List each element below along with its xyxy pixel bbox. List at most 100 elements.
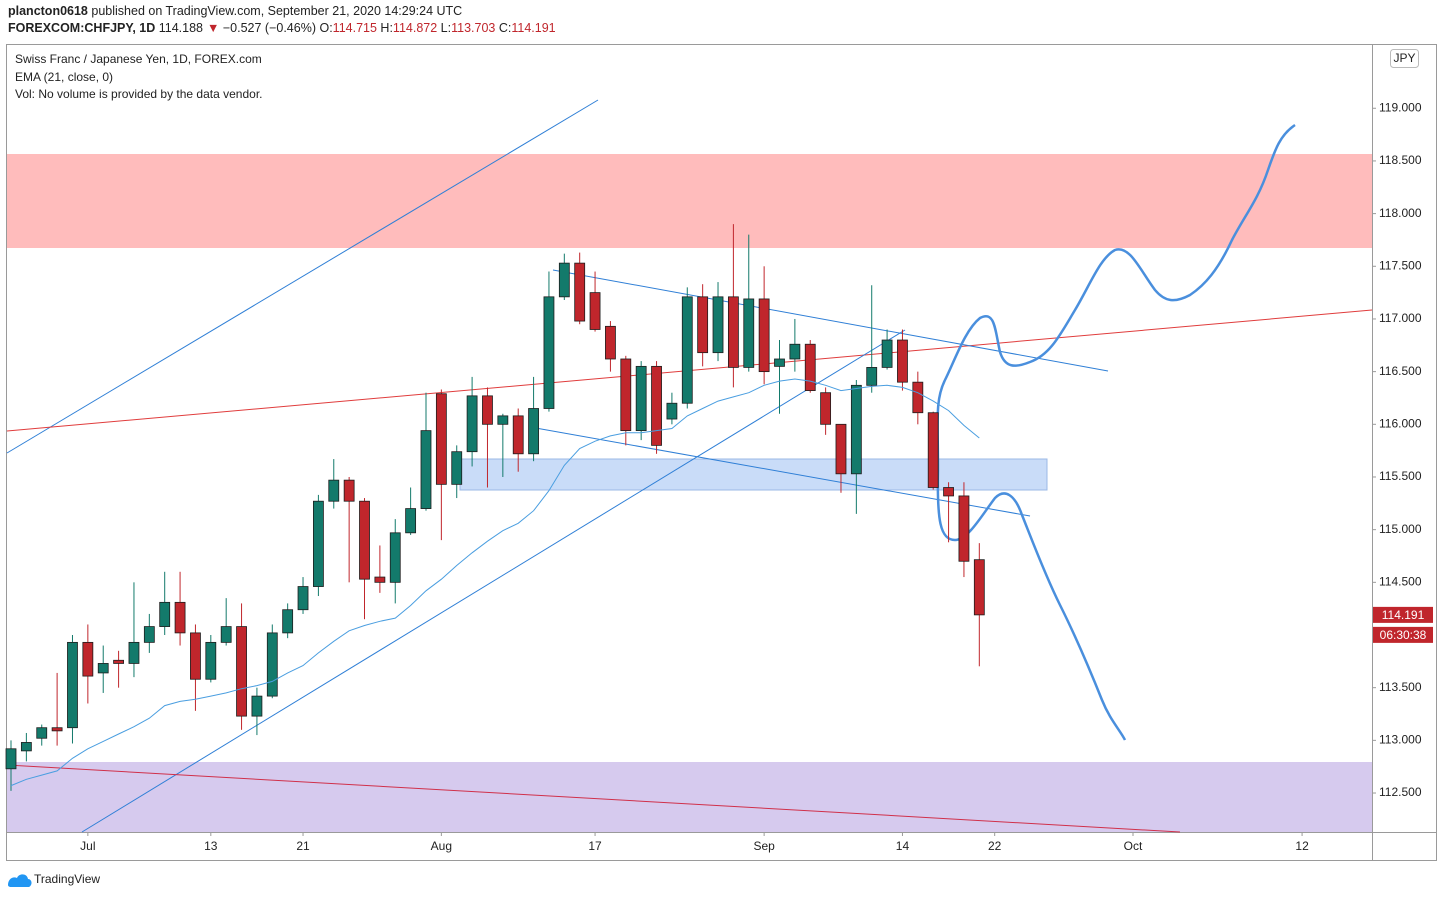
symbol: FOREXCOM:CHFJPY, 1D [8, 21, 155, 35]
projection-curve [936, 123, 1296, 741]
candle-body [282, 609, 294, 634]
last-price-label: 114.191 [1382, 608, 1425, 622]
y-tick-label: 114.500 [1379, 574, 1422, 588]
candle-body [159, 601, 171, 627]
x-tick-label: 21 [296, 839, 310, 853]
instrument-legend: Swiss Franc / Japanese Yen, 1D, FOREX.co… [15, 52, 262, 66]
candle-body [697, 296, 709, 354]
x-tick-label: 13 [204, 839, 218, 853]
currency-button[interactable] [1390, 49, 1419, 68]
candle-body [558, 262, 570, 298]
candle-body [174, 601, 186, 634]
y-tick-label: 117.000 [1379, 311, 1422, 325]
x-tick-label: Jul [80, 839, 95, 853]
trend-line [6, 764, 1181, 833]
ohlc-value: 114.191 [511, 21, 555, 35]
ohlc-label: H: [380, 21, 393, 35]
candle-body [727, 296, 739, 368]
ohlc-value: 114.872 [393, 21, 437, 35]
ema-line [10, 378, 980, 787]
candle-body [973, 559, 985, 616]
countdown-tag [1373, 626, 1433, 643]
support-zone [7, 762, 1372, 832]
candle-body [20, 742, 32, 752]
ohlc-label: L: [441, 21, 451, 35]
y-tick-label: 117.500 [1379, 258, 1422, 272]
candle-body [666, 402, 678, 420]
candle-body [804, 343, 816, 391]
x-tick-label: 17 [588, 839, 602, 853]
publish-info: plancton0618 published on TradingView.co… [8, 4, 462, 18]
x-tick-label: Aug [431, 839, 452, 853]
candle-body [374, 576, 386, 583]
candle-body [605, 325, 616, 360]
candle-body [881, 339, 893, 368]
symbol-info: FOREXCOM:CHFJPY, 1D 114.188 ▼ −0.527 (−0.… [8, 21, 556, 35]
candle-body [220, 626, 232, 643]
candle-body [574, 262, 586, 322]
x-tick-label: 22 [988, 839, 1002, 853]
candle-body [312, 500, 324, 587]
trend-line [529, 426, 1031, 517]
y-tick-label: 119.000 [1379, 100, 1422, 114]
candle-body [405, 508, 417, 534]
x-tick-label: Oct [1124, 839, 1143, 853]
candle-body [5, 748, 17, 770]
y-tick-label: 113.500 [1379, 680, 1422, 694]
change: −0.527 (−0.46%) [223, 21, 316, 35]
ema-legend: EMA (21, close, 0) [15, 70, 113, 84]
candle-body [359, 500, 370, 580]
candle-body [589, 292, 601, 330]
candle-body [82, 641, 94, 677]
y-tick-label: 113.000 [1379, 733, 1422, 747]
candle-body [681, 296, 693, 404]
candle-body [620, 358, 632, 432]
candle-body [497, 415, 509, 425]
username: plancton0618 [8, 4, 88, 18]
candle-body [897, 339, 908, 383]
y-tick-label: 116.500 [1379, 364, 1422, 378]
candle-body [958, 495, 970, 562]
candle-body [297, 586, 309, 611]
candle-body [789, 343, 801, 360]
candle-body [635, 365, 647, 432]
candle-body [835, 423, 847, 475]
trend-line [81, 329, 906, 833]
trend-line [552, 269, 1109, 372]
trend-line [6, 99, 599, 454]
candle-body [328, 479, 340, 502]
y-tick-label: 118.000 [1379, 206, 1422, 220]
candle-body [820, 392, 832, 425]
candle-body [712, 296, 724, 354]
x-tick-label: 12 [1295, 839, 1309, 853]
candles [5, 224, 985, 791]
candle-body [743, 298, 755, 368]
candle-body [758, 298, 770, 373]
candle-body [36, 727, 48, 739]
candle-body [482, 395, 493, 425]
candle-body [113, 659, 124, 664]
candle-body [251, 695, 263, 717]
y-tick-label: 115.000 [1379, 522, 1422, 536]
candle-body [420, 430, 432, 509]
y-tick-label: 116.000 [1379, 416, 1422, 430]
candle-body [866, 367, 878, 386]
candle-body [343, 479, 355, 502]
candle-body [190, 632, 201, 680]
candle-body [912, 381, 924, 414]
candle-body [205, 641, 217, 680]
candle-body [543, 296, 555, 409]
candle-body [774, 358, 785, 367]
candle-body [943, 487, 954, 497]
brand-name: TradingView [34, 872, 100, 886]
currency-label[interactable]: JPY [1393, 51, 1415, 65]
brand-logo [8, 874, 32, 887]
candle-body [266, 632, 278, 697]
candle-body [435, 393, 447, 485]
demand-zone [459, 458, 1048, 491]
ohlc-value: 114.715 [333, 21, 377, 35]
candle-body [51, 727, 63, 732]
candle-body [67, 641, 78, 729]
publish-text: published on TradingView.com, September … [91, 4, 462, 18]
